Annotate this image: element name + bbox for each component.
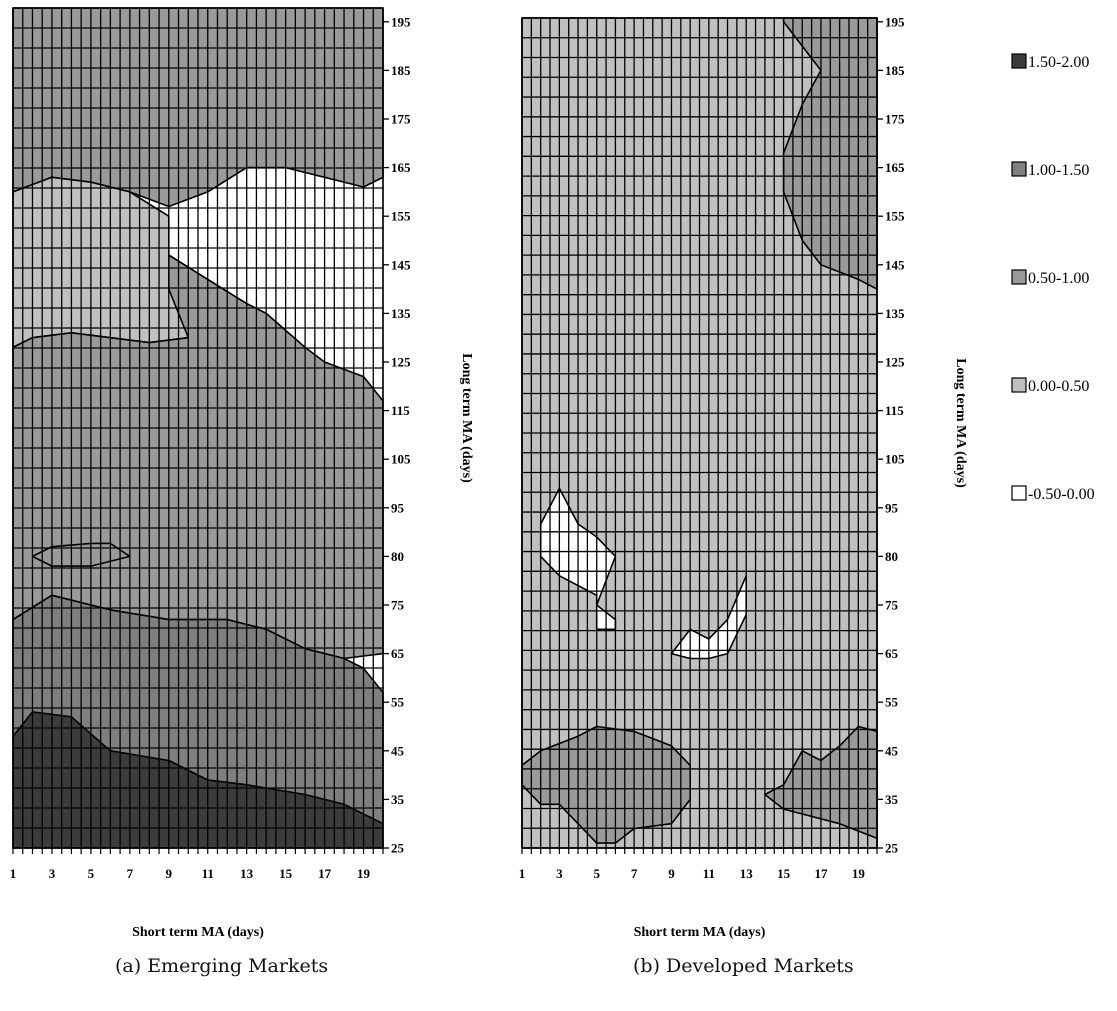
y-tick-label: 25 [391, 841, 405, 856]
x-tick-label: 3 [49, 866, 56, 881]
y-tick-label: 80 [885, 549, 898, 564]
legend-swatch [1011, 269, 1027, 285]
y-tick-label: 195 [885, 14, 905, 29]
y-tick-label: 80 [391, 549, 404, 564]
y-tick-label: 185 [885, 63, 905, 78]
y-tick-label: 65 [391, 646, 405, 661]
y-tick-label: 35 [391, 792, 405, 807]
y-tick-label: 165 [885, 160, 905, 175]
y-axis-title: Long term MA (days) [459, 353, 474, 483]
y-tick-label: 135 [391, 306, 411, 321]
legend-item: 1.50-2.00 [1011, 53, 1089, 71]
legend-label: 0.00-0.50 [1028, 378, 1089, 395]
x-tick-label: 5 [88, 866, 95, 881]
x-tick-label: 11 [202, 866, 214, 881]
heatmap-emerging-markets: 2535455565758095105115125135145155165175… [10, 7, 474, 940]
legend-label: 1.50-2.00 [1028, 54, 1089, 71]
legend-swatch [1011, 53, 1027, 69]
x-axis-title: Short term MA (days) [634, 925, 766, 940]
y-tick-label: 145 [391, 257, 411, 272]
legend-item: 1.00-1.50 [1011, 161, 1089, 179]
x-tick-label: 3 [556, 866, 563, 881]
y-tick-label: 175 [885, 112, 905, 127]
legend-swatch [1011, 485, 1027, 501]
x-tick-label: 17 [814, 866, 828, 881]
x-tick-label: 11 [703, 866, 715, 881]
y-tick-label: 175 [391, 112, 411, 127]
y-tick-label: 45 [885, 743, 899, 758]
legend-item: 0.50-1.00 [1011, 269, 1089, 287]
y-tick-label: 25 [885, 841, 899, 856]
x-tick-label: 9 [166, 866, 173, 881]
y-tick-label: 55 [391, 695, 405, 710]
legend-label: 0.50-1.00 [1028, 270, 1089, 287]
caption-emerging-markets: (a) Emerging Markets [115, 955, 329, 977]
x-tick-label: 7 [631, 866, 638, 881]
x-tick-label: 7 [127, 866, 134, 881]
caption-developed-markets: (b) Developed Markets [633, 955, 854, 977]
x-tick-label: 1 [10, 866, 17, 881]
y-tick-label: 135 [885, 306, 905, 321]
heatmap-developed-markets: 2535455565758095105115125135145155165175… [519, 14, 968, 940]
y-tick-label: 95 [391, 500, 405, 515]
x-tick-label: 19 [357, 866, 371, 881]
x-axis-title: Short term MA (days) [132, 925, 264, 940]
x-tick-label: 15 [777, 866, 791, 881]
x-tick-label: 13 [740, 866, 754, 881]
y-tick-label: 95 [885, 500, 899, 515]
y-tick-label: 65 [885, 646, 899, 661]
y-tick-label: 125 [885, 355, 905, 370]
y-tick-label: 35 [885, 792, 899, 807]
legend-swatch [1011, 161, 1027, 177]
y-tick-label: 165 [391, 160, 411, 175]
y-tick-label: 105 [391, 452, 411, 467]
y-tick-label: 125 [391, 355, 411, 370]
y-tick-label: 155 [885, 209, 905, 224]
legend-item: 0.00-0.50 [1011, 377, 1089, 395]
y-tick-label: 75 [885, 598, 899, 613]
y-tick-label: 105 [885, 452, 905, 467]
x-tick-label: 13 [240, 866, 254, 881]
y-axis-title: Long term MA (days) [953, 358, 968, 488]
y-tick-label: 185 [391, 63, 411, 78]
y-tick-label: 115 [885, 403, 904, 418]
y-tick-label: 195 [391, 14, 411, 29]
x-tick-label: 19 [852, 866, 866, 881]
legend-label: -0.50-0.00 [1028, 486, 1095, 503]
legend: 1.50-2.00 1.00-1.50 0.50-1.00 0.00-0.50 -0.5… [1011, 53, 1095, 503]
legend-swatch [1011, 377, 1027, 393]
y-tick-label: 145 [885, 257, 905, 272]
x-tick-label: 5 [593, 866, 600, 881]
y-tick-label: 75 [391, 598, 405, 613]
y-tick-label: 55 [885, 695, 899, 710]
x-tick-label: 1 [519, 866, 526, 881]
legend-label: 1.00-1.50 [1028, 162, 1089, 179]
y-tick-label: 45 [391, 743, 405, 758]
x-tick-label: 17 [318, 866, 332, 881]
x-tick-label: 15 [279, 866, 293, 881]
x-tick-label: 9 [668, 866, 675, 881]
y-tick-label: 155 [391, 209, 411, 224]
y-tick-label: 115 [391, 403, 410, 418]
legend-item: -0.50-0.00 [1011, 485, 1095, 503]
